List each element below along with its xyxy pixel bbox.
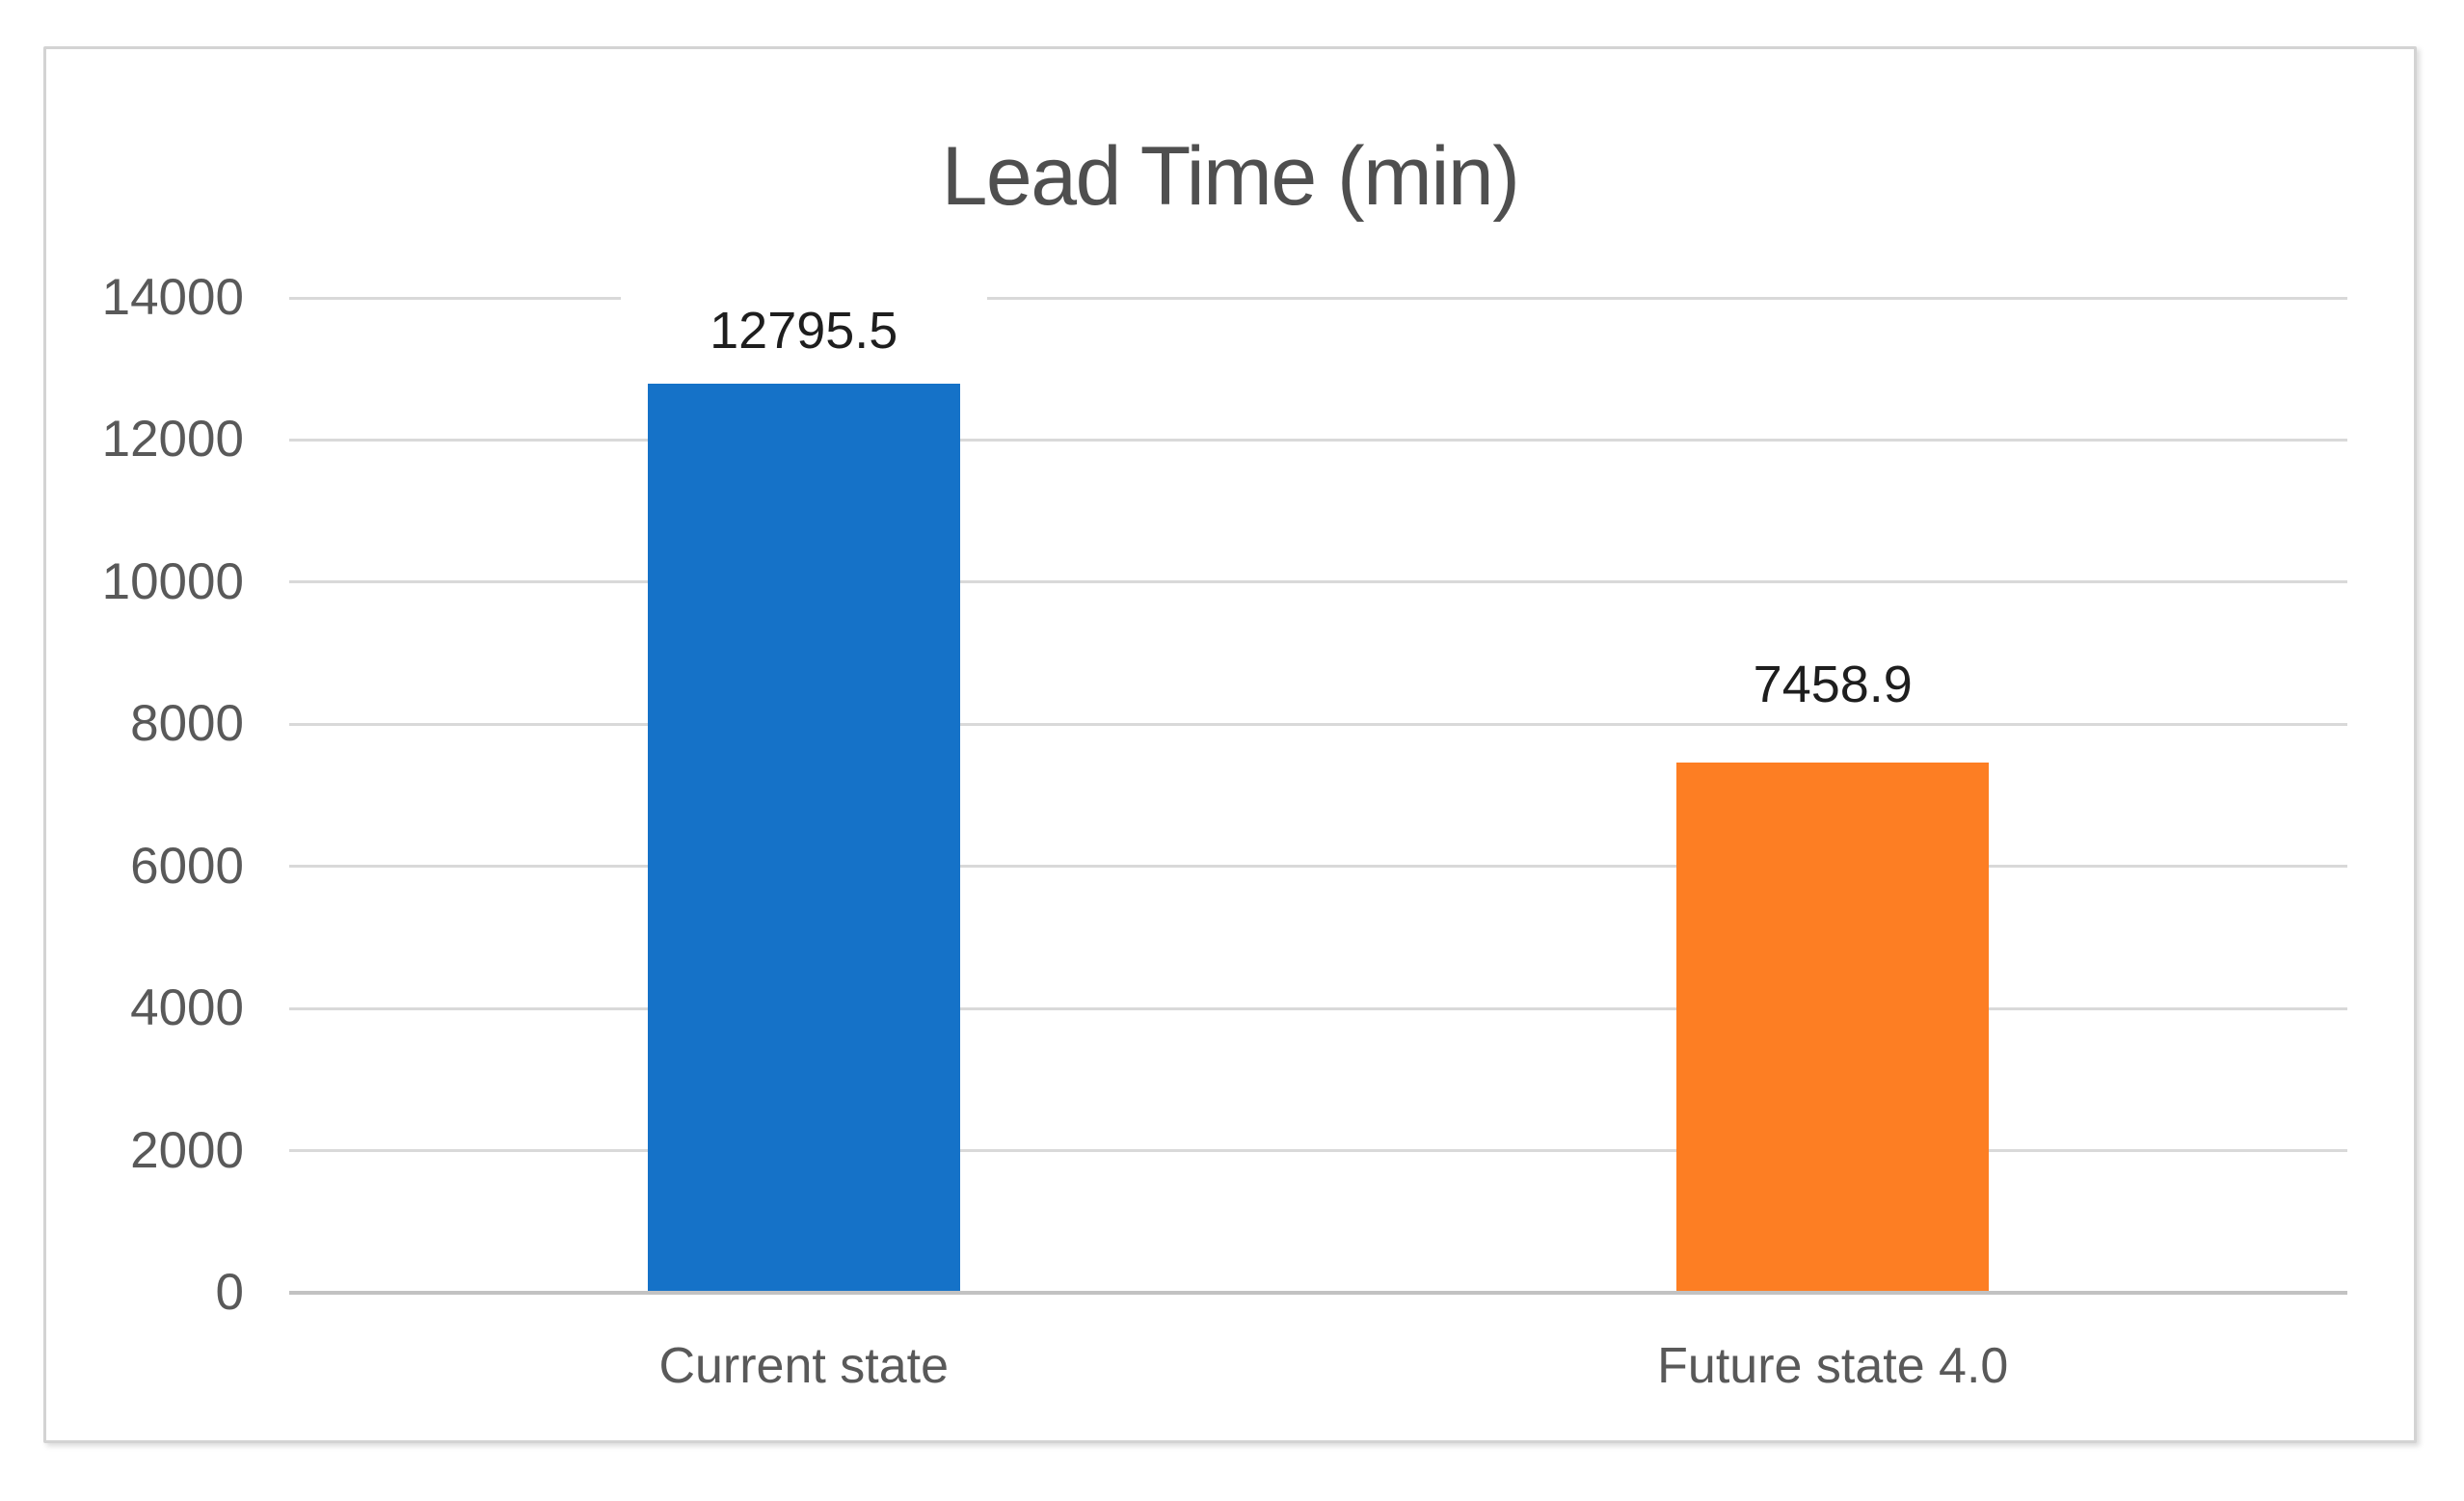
gridline-10000 [289, 580, 2347, 584]
gridline-4000 [289, 1006, 2347, 1010]
y-tick-label-8000: 8000 [130, 695, 244, 753]
category-label-current-state: Current state [658, 1338, 950, 1394]
category-label-future-state-4-0: Future state 4.0 [1657, 1338, 2009, 1394]
gridline-6000 [289, 865, 2347, 869]
bar-current-state [647, 383, 960, 1291]
chart-container: Lead Time (min) 0 2000 4000 6000 8000 10000 12… [43, 46, 2417, 1443]
y-tick-label-0: 0 [215, 1264, 244, 1321]
plot-area: 0 2000 4000 6000 8000 10000 12000 14000 12795.5 C… [46, 49, 2414, 1440]
x-axis-line [289, 1291, 2347, 1295]
data-label-current-state: 12795.5 [620, 289, 987, 371]
y-tick-label-14000: 14000 [101, 269, 244, 326]
data-label-future-state-4-0: 7458.9 [1649, 649, 2017, 721]
bar-future-state-4-0 [1676, 763, 1990, 1291]
gridline-2000 [289, 1149, 2347, 1153]
gridline-8000 [289, 722, 2347, 726]
chart-title: Lead Time (min) [941, 130, 1520, 223]
gridline-12000 [289, 438, 2347, 442]
y-tick-label-2000: 2000 [130, 1121, 244, 1179]
y-tick-label-12000: 12000 [101, 411, 244, 469]
gridline-14000 [289, 296, 2347, 300]
y-tick-label-4000: 4000 [130, 979, 244, 1037]
y-tick-label-10000: 10000 [101, 552, 244, 610]
y-tick-label-6000: 6000 [130, 837, 244, 895]
